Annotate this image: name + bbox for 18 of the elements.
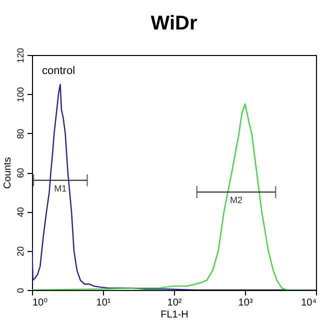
series-label: control [42,65,76,77]
y-tick-label: 20 [16,246,26,256]
y-axis-title: Counts [2,157,14,189]
series-label: M2 [230,195,243,206]
x-axis-title: FL1-H [160,310,188,320]
y-tick-label: 40 [16,207,26,218]
x-tick-label: 10⁴ [301,298,316,308]
x-tick-label: 10³ [238,298,254,308]
y-tick-label: 120 [16,48,26,64]
x-tick-label: 10¹ [96,298,112,308]
y-tick-label: 60 [16,168,26,178]
series-label: M1 [54,183,67,194]
chart-title: WiDr [150,12,198,34]
x-tick-label: 10⁰ [32,298,48,308]
y-tick-label: 80 [16,128,26,139]
y-tick-label: 100 [16,87,26,102]
y-tick-label: 0 [16,288,26,294]
x-tick-label: 10² [167,298,182,308]
